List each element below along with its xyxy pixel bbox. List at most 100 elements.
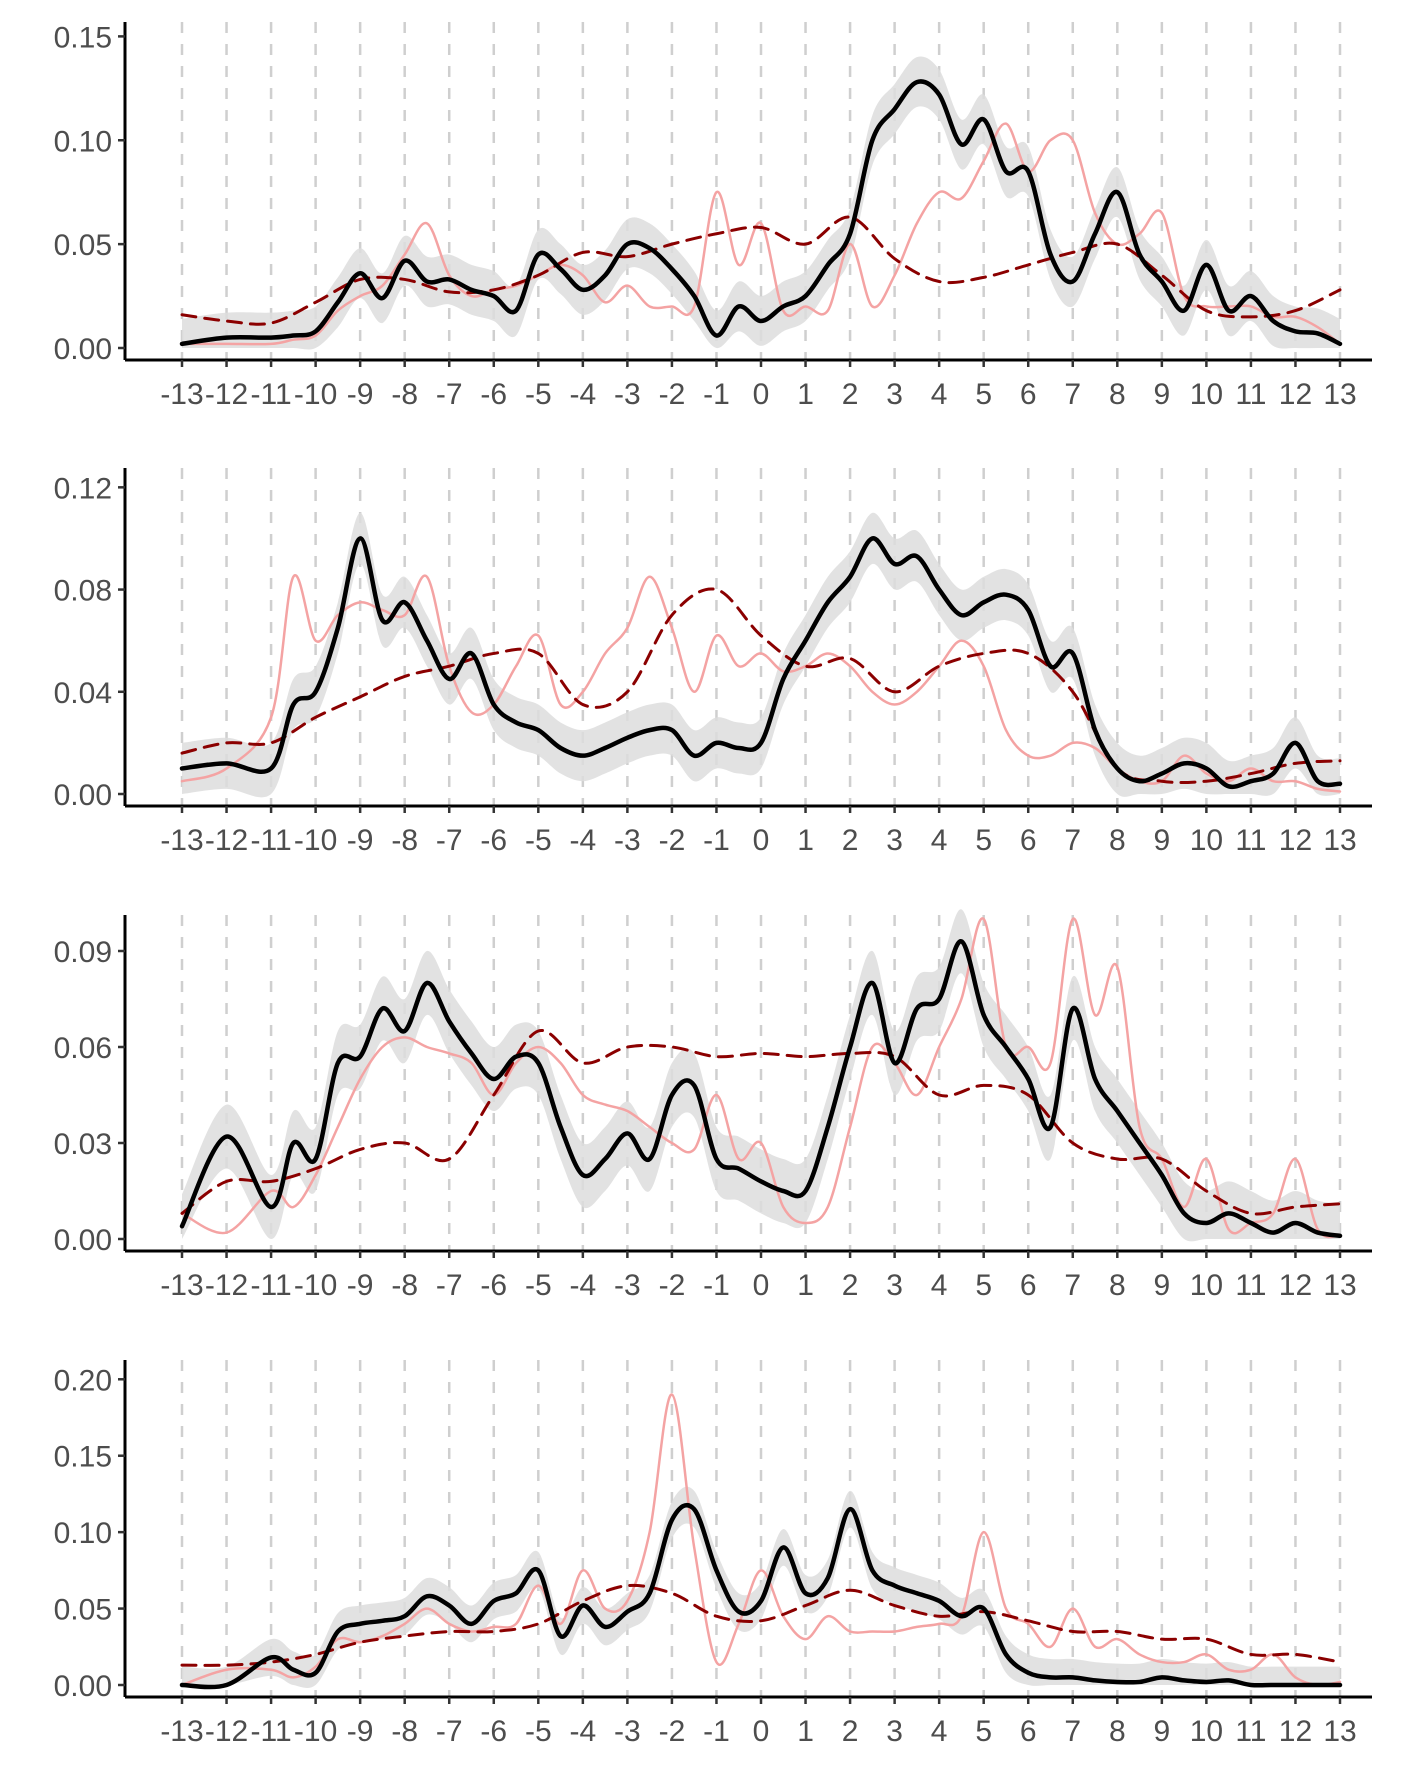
x-tick-label: -6 (480, 1715, 507, 1748)
x-tick-label: 8 (1109, 824, 1126, 857)
x-tick-label: 5 (975, 1269, 992, 1302)
x-tick-label: 10 (1190, 824, 1223, 857)
x-tick-label: -2 (659, 824, 686, 857)
y-tick-label: 0.10 (54, 125, 112, 158)
x-tick-label: 3 (886, 1269, 903, 1302)
x-tick-label: -5 (525, 824, 552, 857)
x-tick-label: 11 (1235, 378, 1266, 411)
y-tick-label: 0.09 (54, 936, 112, 969)
panel-4: 0.000.050.100.150.20-13 -12 -11 -10 -9 -8 -7 -6… (54, 1360, 1372, 1748)
x-tick-label: -12 (205, 378, 248, 411)
confidence-band (182, 512, 1340, 798)
x-tick-label: 1 (797, 1715, 814, 1748)
series-line-black (179, 79, 1343, 347)
x-tick-label: -10 (294, 824, 337, 857)
y-tick-label: 0.04 (54, 677, 112, 710)
x-tick-label: -1 (703, 378, 730, 411)
x-tick-label: 4 (931, 1715, 948, 1748)
x-tick-label: -9 (347, 1269, 374, 1302)
x-tick-label: 3 (886, 1715, 903, 1748)
x-tick-label: -13 (160, 824, 203, 857)
x-tick-label: 1 (797, 1269, 814, 1302)
x-tick-label: 13 (1323, 824, 1356, 857)
panel-2: 0.000.040.080.12-13 -12 -11 -10 -9 -8 -7 -6 -5 -4… (54, 468, 1372, 857)
x-tick-label: -5 (525, 378, 552, 411)
x-tick-label: 11 (1235, 824, 1266, 857)
x-tick-label: -8 (391, 1715, 418, 1748)
series-line-dashed (180, 1029, 1342, 1216)
x-tick-label: 6 (1020, 1715, 1037, 1748)
x-tick-label: -7 (436, 1715, 463, 1748)
y-tick-label: 0.05 (54, 1594, 112, 1627)
x-tick-label: -2 (659, 1715, 686, 1748)
x-tick-label: -4 (570, 824, 597, 857)
x-tick-label: 5 (975, 378, 992, 411)
x-tick-label: 12 (1279, 824, 1312, 857)
x-tick-label: 7 (1064, 378, 1081, 411)
x-tick-label: 0 (753, 378, 770, 411)
x-tick-label: 8 (1109, 1269, 1126, 1302)
x-tick-label: -4 (570, 1715, 597, 1748)
x-tick-label: 2 (842, 378, 859, 411)
confidence-band (182, 56, 1340, 350)
x-tick-label: -11 (251, 378, 292, 411)
x-tick-label: -8 (391, 378, 418, 411)
x-tick-label: 4 (931, 378, 948, 411)
x-tick-label: 9 (1154, 824, 1171, 857)
x-tick-label: -3 (614, 378, 641, 411)
x-tick-label: -12 (205, 824, 248, 857)
x-tick-label: 6 (1020, 1269, 1037, 1302)
x-tick-label: -9 (347, 1715, 374, 1748)
x-tick-label: 4 (931, 1269, 948, 1302)
x-tick-label: -1 (703, 1269, 730, 1302)
x-tick-label: 13 (1323, 378, 1356, 411)
x-tick-label: 2 (842, 824, 859, 857)
x-tick-label: -11 (251, 1715, 292, 1748)
y-tick-label: 0.08 (54, 575, 112, 608)
x-tick-label: -5 (525, 1715, 552, 1748)
y-tick-label: 0.06 (54, 1032, 112, 1065)
series-line-pink (180, 917, 1342, 1239)
x-tick-label: 9 (1154, 1715, 1171, 1748)
x-tick-label: 9 (1154, 1269, 1171, 1302)
x-tick-label: -13 (160, 378, 203, 411)
x-tick-label: 10 (1190, 1269, 1223, 1302)
x-tick-label: 0 (753, 1715, 770, 1748)
x-tick-label: 12 (1279, 378, 1312, 411)
x-tick-label: -7 (436, 1269, 463, 1302)
x-tick-label: -10 (294, 1269, 337, 1302)
x-tick-label: 12 (1279, 1715, 1312, 1748)
y-tick-label: 0.03 (54, 1128, 112, 1161)
x-tick-label: 8 (1109, 1715, 1126, 1748)
x-tick-label: -7 (436, 824, 463, 857)
y-tick-label: 0.12 (54, 472, 112, 505)
x-tick-label: -9 (347, 824, 374, 857)
y-tick-label: 0.15 (54, 1441, 112, 1474)
series-line-black (179, 536, 1343, 790)
x-tick-label: 10 (1190, 378, 1223, 411)
series-line-black (179, 1502, 1343, 1690)
x-tick-label: -11 (251, 1269, 292, 1302)
series-line-pink (180, 574, 1342, 793)
y-tick-label: 0.20 (54, 1364, 112, 1397)
x-tick-label: 13 (1323, 1715, 1356, 1748)
x-tick-label: 4 (931, 824, 948, 857)
x-tick-label: -8 (391, 1269, 418, 1302)
x-tick-label: 13 (1323, 1269, 1356, 1302)
x-tick-label: -6 (480, 1269, 507, 1302)
x-tick-label: -4 (570, 1269, 597, 1302)
x-tick-label: -13 (160, 1269, 203, 1302)
x-tick-label: -4 (570, 378, 597, 411)
confidence-band (182, 1486, 1340, 1688)
x-tick-label: 0 (753, 824, 770, 857)
x-tick-label: -6 (480, 824, 507, 857)
x-tick-label: 7 (1064, 1269, 1081, 1302)
x-tick-label: -6 (480, 378, 507, 411)
x-tick-label: 2 (842, 1269, 859, 1302)
x-tick-label: -12 (205, 1715, 248, 1748)
y-tick-label: 0.00 (54, 1224, 112, 1257)
x-tick-label: 3 (886, 824, 903, 857)
x-tick-label: 1 (797, 824, 814, 857)
x-tick-label: -9 (347, 378, 374, 411)
